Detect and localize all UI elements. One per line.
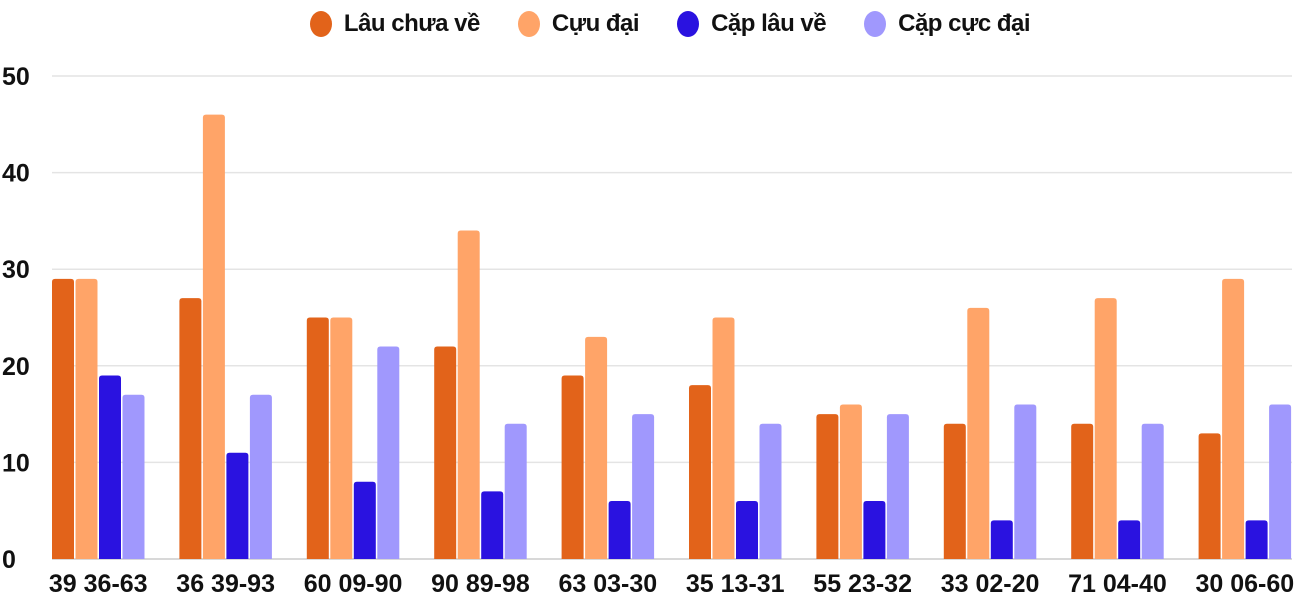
bar (179, 298, 202, 559)
bar (608, 501, 631, 559)
bar (122, 394, 145, 559)
bar (1094, 298, 1117, 559)
bar (689, 385, 711, 559)
x-tick-label: 60 09-90 (304, 570, 403, 598)
x-tick-label: 35 13-31 (686, 570, 785, 598)
legend-item[interactable]: Cựu đại (517, 10, 640, 38)
bar (457, 230, 480, 559)
bar (481, 491, 504, 559)
y-tick-label: 20 (2, 353, 30, 381)
bar (863, 501, 886, 559)
x-tick-label: 30 06-60 (1195, 570, 1294, 598)
bar (52, 278, 74, 559)
bar (736, 501, 758, 559)
legend-marker (309, 11, 332, 37)
y-tick-label: 40 (2, 160, 30, 188)
bar (990, 520, 1013, 559)
bar (226, 452, 249, 559)
bar (1071, 423, 1094, 559)
bar (504, 423, 527, 559)
bar (353, 481, 376, 559)
y-tick-label: 30 (2, 256, 30, 284)
bar (1269, 404, 1292, 559)
y-tick-label: 10 (2, 449, 30, 477)
bar (632, 414, 655, 559)
bar (377, 346, 400, 559)
bar (943, 423, 966, 559)
bar (99, 375, 121, 559)
bar (75, 278, 98, 559)
bar (839, 404, 862, 559)
bar (1014, 404, 1037, 559)
legend-item[interactable]: Lâu chưa về (309, 10, 480, 38)
bar (330, 317, 353, 559)
y-tick-label: 0 (2, 546, 16, 574)
legend-label: Cựu đại (551, 10, 640, 37)
bar (712, 317, 735, 559)
legend-item[interactable]: Cặp lâu về (677, 10, 827, 38)
bar (202, 114, 225, 559)
bar (1245, 520, 1268, 559)
x-tick-label: 36 39-93 (176, 570, 275, 598)
bar (306, 317, 329, 559)
legend-item[interactable]: Cặp cực đại (864, 10, 1031, 38)
bar (886, 414, 909, 559)
x-tick-label: 39 36-63 (49, 570, 148, 598)
x-tick-label: 55 23-32 (813, 570, 912, 598)
bar (1141, 423, 1164, 559)
legend-label: Lâu chưa về (343, 10, 480, 37)
bar (1222, 278, 1245, 559)
bar (249, 394, 272, 559)
bar (1118, 520, 1141, 559)
bar (967, 307, 990, 559)
bar (434, 346, 457, 559)
legend-label: Cặp lâu về (711, 10, 827, 37)
y-tick-label: 50 (2, 63, 30, 91)
legend-marker (864, 11, 887, 37)
x-tick-label: 33 02-20 (941, 570, 1040, 598)
legend-marker (517, 11, 540, 37)
legend-marker (677, 11, 700, 37)
legend-label: Cặp cực đại (898, 10, 1031, 37)
bar (1198, 433, 1221, 559)
x-tick-label: 63 03-30 (558, 570, 657, 598)
x-tick-label: 90 89-98 (431, 570, 530, 598)
legend: Lâu chưa về Cựu đại Cặp lâu về Cặp cực đại (0, 10, 1300, 38)
bar (816, 414, 839, 559)
x-tick-label: 71 04-40 (1068, 570, 1167, 598)
bar (585, 336, 608, 559)
bar (561, 375, 584, 559)
bar (759, 423, 782, 559)
